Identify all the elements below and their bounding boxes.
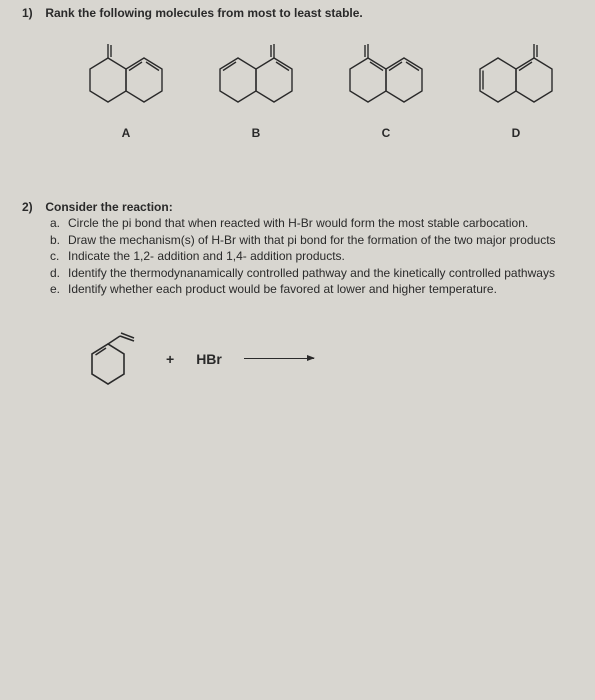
molecule-row: A B [78,38,595,140]
molecule-d: D [468,38,564,140]
molecule-c-svg [338,38,434,116]
reactant-molecule [74,324,144,394]
molecule-b: B [208,38,304,140]
q2-item-d: d.Identify the thermodynanamically contr… [50,266,595,282]
molecule-a: A [78,38,174,140]
plus-sign: + [166,351,174,367]
q1-header: 1) Rank the following molecules from mos… [22,6,595,20]
reaction-scheme: + HBr [74,324,595,394]
q2-header: 2) Consider the reaction: [22,200,595,214]
molecule-d-label: D [512,126,521,140]
q2-item-a: a.Circle the pi bond that when reacted w… [50,216,595,232]
q1-number: 1) [22,6,42,20]
q2-block: 2) Consider the reaction: a.Circle the p… [22,200,595,394]
reaction-arrow [244,358,314,359]
molecule-b-svg [208,38,304,116]
molecule-a-label: A [122,126,131,140]
molecule-c: C [338,38,434,140]
molecule-c-label: C [382,126,391,140]
page: 1) Rank the following molecules from mos… [0,0,595,394]
q2-item-b: b.Draw the mechanism(s) of H-Br with tha… [50,233,595,249]
q2-header-text: Consider the reaction: [45,200,172,214]
molecule-a-svg [78,38,174,116]
q2-item-e: e.Identify whether each product would be… [50,282,595,298]
reagent-hbr: HBr [196,351,222,367]
q1-text: Rank the following molecules from most t… [45,6,362,20]
q2-item-c: c.Indicate the 1,2- addition and 1,4- ad… [50,249,595,265]
molecule-b-label: B [252,126,261,140]
molecule-d-svg [468,38,564,116]
q2-number: 2) [22,200,42,214]
q2-list: a.Circle the pi bond that when reacted w… [50,216,595,298]
